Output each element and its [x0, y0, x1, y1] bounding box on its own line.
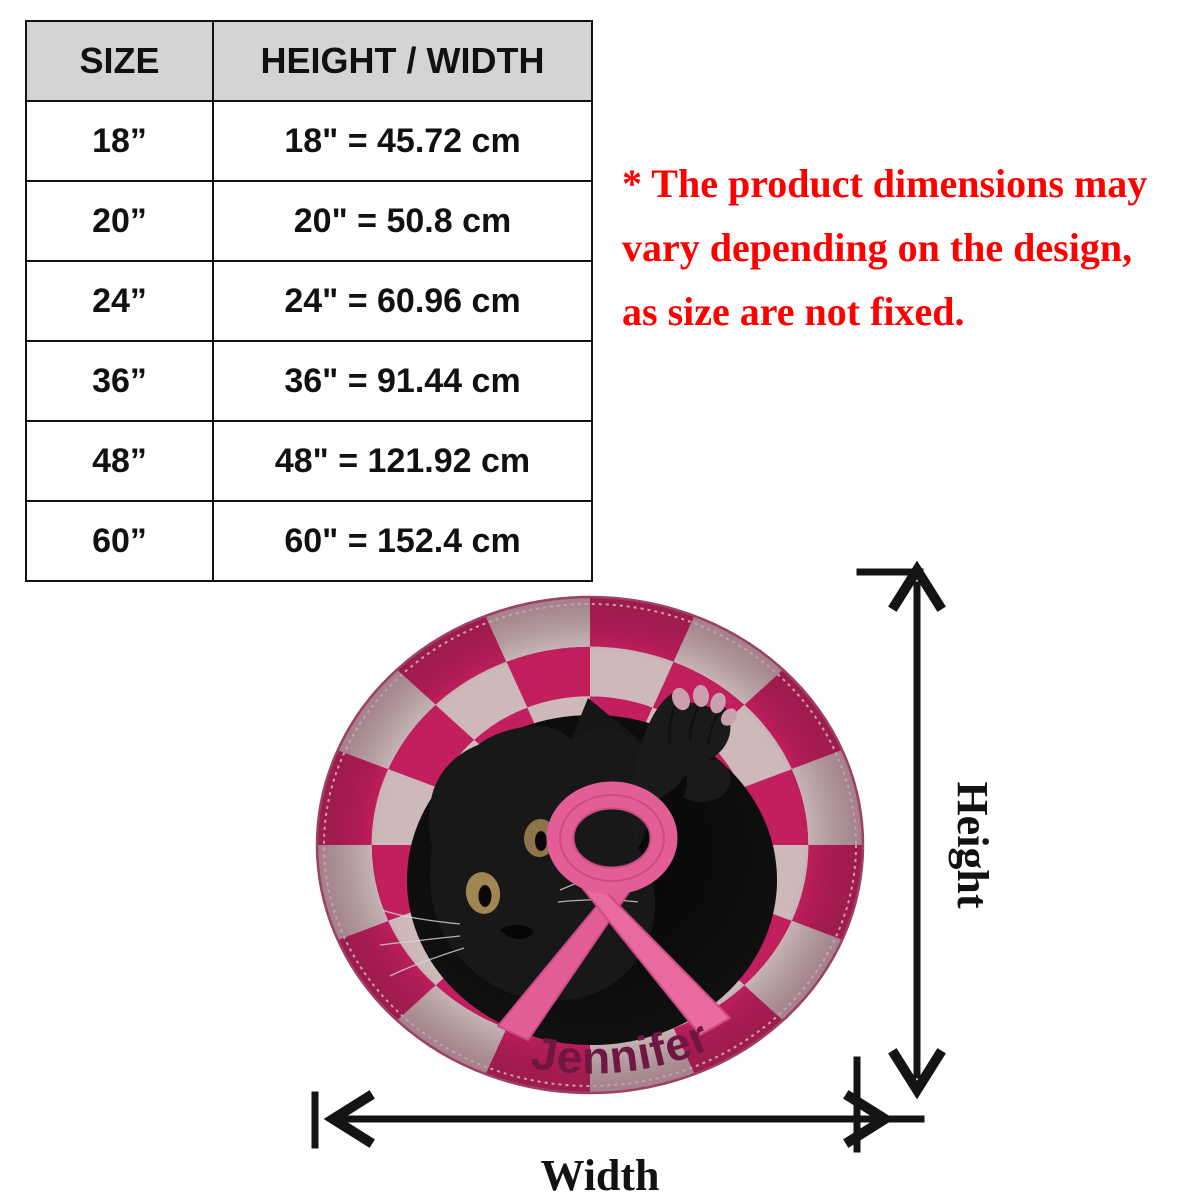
svg-text:Width: Width — [540, 1151, 659, 1200]
svg-text:Height: Height — [948, 781, 997, 908]
